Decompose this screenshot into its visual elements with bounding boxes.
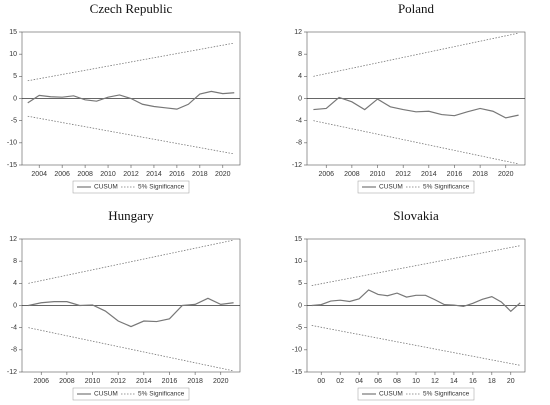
legend-label: CUSUM (94, 184, 118, 191)
x-tick-label: 2008 (344, 171, 360, 178)
x-tick-label: 2018 (192, 171, 208, 178)
y-tick-label: -4 (11, 325, 17, 332)
significance-line (27, 42, 235, 82)
significance-line (313, 32, 519, 77)
x-tick-label: 16 (469, 378, 477, 385)
legend-box (72, 180, 190, 194)
x-tick-label: 2012 (395, 171, 411, 178)
x-tick-label: 08 (393, 378, 401, 385)
legend-box (357, 180, 475, 194)
x-tick-label: 10 (412, 378, 420, 385)
chart-title: Poland (398, 1, 435, 16)
x-tick-label: 2020 (215, 171, 231, 178)
significance-line (311, 325, 521, 366)
chart-title: Czech Republic (90, 1, 173, 16)
x-tick-label: 12 (431, 378, 439, 385)
x-tick-label: 2010 (370, 171, 386, 178)
x-tick-label: 2018 (187, 378, 203, 385)
x-tick-label: 2010 (85, 378, 101, 385)
y-tick-label: 0 (13, 302, 17, 309)
y-tick-label: 5 (13, 73, 17, 80)
y-tick-label: -12 (292, 162, 302, 169)
chart-title: Hungary (108, 208, 154, 223)
x-tick-label: 2016 (169, 171, 185, 178)
legend-label: CUSUM (379, 184, 403, 191)
legend-box (72, 387, 190, 401)
y-tick-label: 15 (294, 236, 302, 243)
y-tick-label: 12 (9, 236, 17, 243)
legend-label: 5% Significance (423, 184, 470, 191)
x-tick-label: 2014 (136, 378, 152, 385)
x-tick-label: 2020 (213, 378, 229, 385)
significance-line (28, 239, 234, 284)
x-tick-label: 2012 (123, 171, 139, 178)
x-tick-label: 06 (374, 378, 382, 385)
x-tick-label: 18 (488, 378, 496, 385)
x-tick-label: 2014 (421, 171, 437, 178)
legend-label: CUSUM (379, 391, 403, 398)
y-tick-label: -10 (7, 140, 17, 147)
x-tick-label: 2016 (162, 378, 178, 385)
y-tick-label: 8 (298, 51, 302, 58)
significance-line (313, 120, 519, 165)
x-tick-label: 2018 (472, 171, 488, 178)
y-tick-label: -8 (11, 347, 17, 354)
legend-box (357, 387, 475, 401)
x-tick-label: 2008 (77, 171, 93, 178)
x-tick-label: 2006 (318, 171, 334, 178)
y-tick-label: 10 (9, 51, 17, 58)
cusum-line (28, 297, 234, 328)
y-tick-label: 10 (294, 258, 302, 265)
y-tick-label: 15 (9, 29, 17, 36)
x-tick-label: 2016 (447, 171, 463, 178)
legend-label: 5% Significance (423, 391, 470, 398)
significance-line (311, 245, 521, 286)
y-tick-label: -10 (292, 347, 302, 354)
chart-title: Slovakia (393, 208, 439, 223)
x-tick-label: 2008 (59, 378, 75, 385)
y-tick-label: 0 (298, 302, 302, 309)
y-tick-label: 0 (13, 95, 17, 102)
x-tick-label: 2004 (31, 171, 47, 178)
y-tick-label: -5 (296, 325, 302, 332)
x-tick-label: 2010 (100, 171, 116, 178)
cusum-line (311, 289, 521, 313)
significance-line (28, 327, 234, 372)
y-tick-label: 0 (298, 95, 302, 102)
significance-line (27, 115, 235, 155)
y-tick-label: -12 (7, 369, 17, 376)
y-tick-label: -15 (7, 162, 17, 169)
y-tick-label: 8 (13, 258, 17, 265)
x-tick-label: 14 (450, 378, 458, 385)
y-tick-label: 4 (298, 73, 302, 80)
x-tick-label: 04 (355, 378, 363, 385)
y-tick-label: -5 (11, 118, 17, 125)
y-tick-label: 4 (13, 280, 17, 287)
legend-label: CUSUM (94, 391, 118, 398)
cusum-line (27, 90, 235, 110)
y-tick-label: 5 (298, 280, 302, 287)
cusum-line (313, 96, 519, 119)
y-tick-label: -8 (296, 140, 302, 147)
x-tick-label: 2012 (110, 378, 126, 385)
y-tick-label: -15 (292, 369, 302, 376)
x-tick-label: 2014 (146, 171, 162, 178)
legend-label: 5% Significance (138, 184, 185, 191)
x-tick-label: 02 (336, 378, 344, 385)
legend-label: 5% Significance (138, 391, 185, 398)
y-tick-label: -4 (296, 118, 302, 125)
x-tick-label: 2006 (54, 171, 70, 178)
x-tick-label: 00 (317, 378, 325, 385)
x-tick-label: 2020 (498, 171, 514, 178)
x-tick-label: 2006 (33, 378, 49, 385)
x-tick-label: 20 (507, 378, 515, 385)
y-tick-label: 12 (294, 29, 302, 36)
